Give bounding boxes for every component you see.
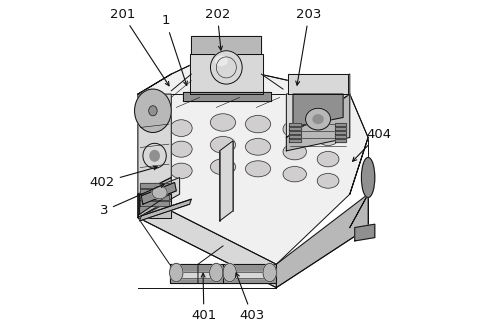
Ellipse shape — [150, 150, 159, 161]
Ellipse shape — [313, 115, 323, 124]
Polygon shape — [139, 199, 191, 221]
Polygon shape — [138, 194, 277, 288]
Text: 404: 404 — [352, 128, 392, 161]
Ellipse shape — [210, 51, 242, 84]
Polygon shape — [191, 36, 261, 54]
Polygon shape — [140, 189, 169, 194]
Polygon shape — [139, 194, 170, 214]
Polygon shape — [138, 94, 171, 194]
Ellipse shape — [171, 141, 192, 157]
Text: 401: 401 — [191, 273, 217, 323]
Ellipse shape — [263, 263, 277, 282]
Ellipse shape — [317, 129, 339, 145]
Polygon shape — [220, 141, 233, 221]
Text: 1: 1 — [161, 14, 187, 85]
Ellipse shape — [210, 114, 236, 131]
Polygon shape — [141, 183, 176, 204]
Polygon shape — [335, 127, 347, 130]
Polygon shape — [289, 135, 301, 138]
Polygon shape — [293, 94, 343, 127]
Ellipse shape — [317, 174, 339, 188]
Polygon shape — [286, 94, 350, 151]
Text: 3: 3 — [100, 184, 164, 217]
Polygon shape — [140, 201, 169, 206]
Polygon shape — [335, 139, 347, 142]
Polygon shape — [170, 264, 223, 283]
Polygon shape — [335, 131, 347, 134]
Polygon shape — [138, 178, 180, 217]
Ellipse shape — [171, 120, 192, 136]
Polygon shape — [138, 61, 368, 264]
Ellipse shape — [144, 131, 165, 147]
Polygon shape — [288, 74, 348, 94]
Polygon shape — [171, 272, 220, 278]
Polygon shape — [335, 135, 347, 138]
Text: 402: 402 — [89, 166, 157, 189]
Ellipse shape — [152, 186, 167, 199]
Text: 202: 202 — [205, 8, 230, 50]
Ellipse shape — [306, 108, 330, 130]
Polygon shape — [289, 131, 301, 134]
Polygon shape — [350, 194, 368, 227]
Ellipse shape — [283, 144, 306, 160]
Polygon shape — [223, 264, 277, 283]
Polygon shape — [140, 183, 169, 188]
Ellipse shape — [223, 263, 236, 282]
Polygon shape — [138, 74, 171, 94]
Ellipse shape — [245, 116, 271, 133]
Ellipse shape — [215, 56, 227, 65]
Polygon shape — [225, 272, 273, 278]
Polygon shape — [138, 194, 171, 217]
Ellipse shape — [144, 151, 165, 167]
Ellipse shape — [171, 163, 192, 179]
Ellipse shape — [283, 166, 306, 182]
Polygon shape — [190, 54, 263, 94]
Text: 203: 203 — [296, 8, 322, 85]
Polygon shape — [286, 74, 350, 137]
Ellipse shape — [144, 172, 165, 188]
Polygon shape — [277, 194, 368, 288]
Ellipse shape — [170, 263, 183, 282]
Ellipse shape — [143, 143, 166, 168]
Ellipse shape — [210, 159, 236, 175]
Polygon shape — [183, 92, 271, 101]
Ellipse shape — [210, 136, 236, 153]
Polygon shape — [335, 123, 347, 126]
Ellipse shape — [317, 151, 339, 167]
Ellipse shape — [149, 106, 157, 116]
Ellipse shape — [245, 161, 271, 177]
Text: 403: 403 — [236, 273, 265, 323]
Ellipse shape — [362, 157, 375, 198]
Polygon shape — [289, 127, 301, 130]
Text: 201: 201 — [109, 8, 169, 86]
Ellipse shape — [283, 121, 306, 137]
Polygon shape — [289, 123, 301, 126]
Ellipse shape — [245, 138, 271, 155]
Polygon shape — [140, 195, 169, 200]
Polygon shape — [138, 178, 171, 217]
Polygon shape — [289, 139, 301, 142]
Polygon shape — [355, 224, 375, 241]
Polygon shape — [350, 137, 368, 194]
Ellipse shape — [209, 263, 223, 282]
Ellipse shape — [135, 89, 171, 132]
